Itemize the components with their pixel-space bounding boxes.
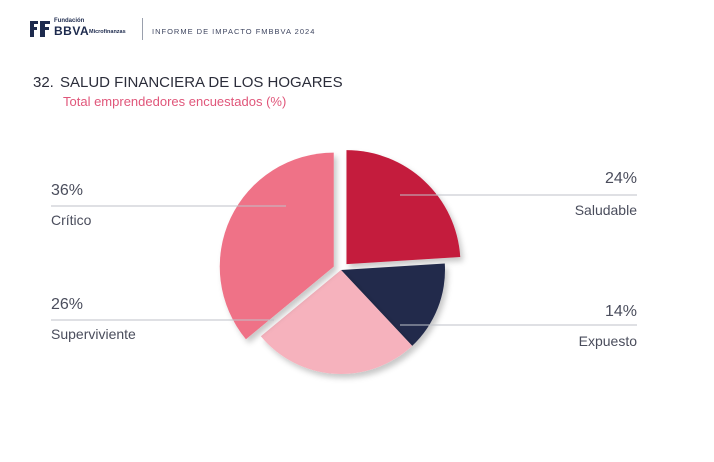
slice-value-label: 14%	[605, 303, 637, 320]
slice-name-label: Crítico	[51, 212, 92, 228]
chart-title: SALUD FINANCIERA DE LOS HOGARES	[60, 74, 343, 91]
header-divider	[142, 18, 143, 40]
fmbbva-logo-mark-icon	[30, 21, 50, 37]
logo-foundation-text: Fundación	[54, 18, 85, 24]
chart-subtitle: Total emprendedores encuestados (%)	[63, 94, 287, 109]
fmbbva-logo: Fundación BBVA Microfinanzas	[28, 18, 138, 40]
slice-value-label: 26%	[51, 296, 83, 313]
slice-value-label: 36%	[51, 182, 83, 199]
logo-sub-text: Microfinanzas	[89, 29, 126, 35]
pie-slice-superviviente	[260, 270, 413, 374]
slice-name-label: Saludable	[575, 202, 637, 218]
pie-slice-crítico	[219, 152, 334, 340]
report-title: INFORME DE IMPACTO FMBBVA 2024	[152, 27, 316, 36]
slice-name-label: Expuesto	[579, 333, 638, 349]
logo-brand-text: BBVA	[54, 24, 90, 38]
chart-number: 32.	[33, 74, 54, 91]
slice-name-label: Superviviente	[51, 326, 136, 342]
pie-slice-saludable	[346, 150, 461, 265]
report-header: Fundación BBVA Microfinanzas INFORME DE …	[28, 16, 348, 42]
slice-value-label: 24%	[605, 170, 637, 187]
